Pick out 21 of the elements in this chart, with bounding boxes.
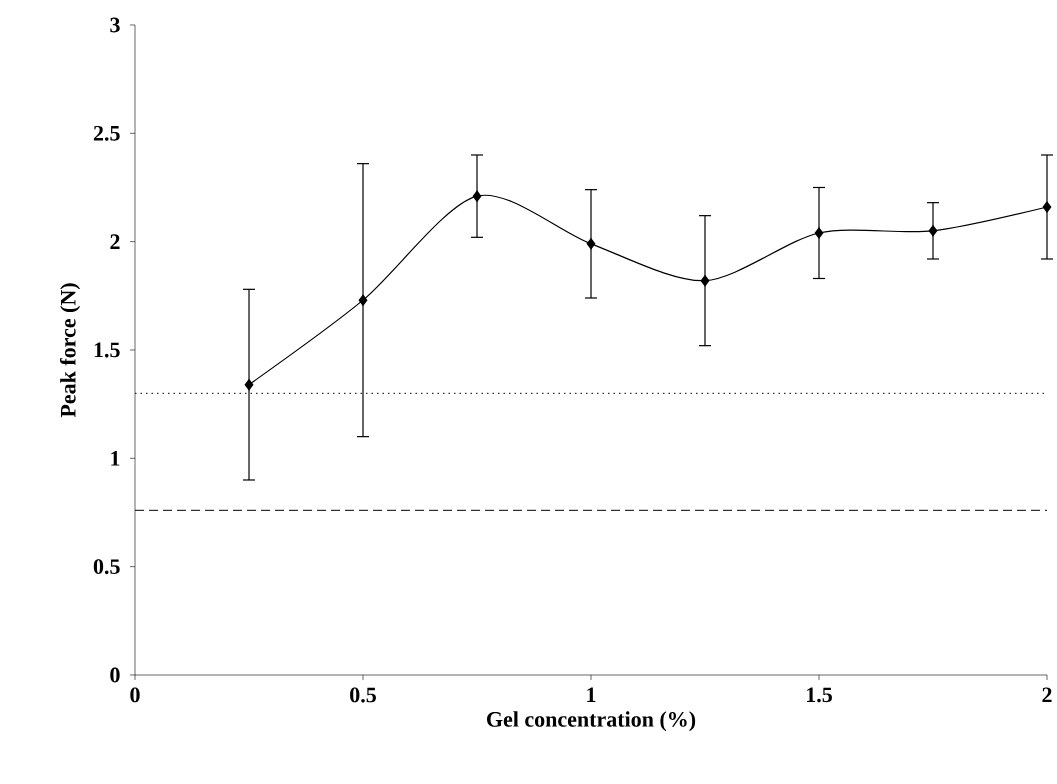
y-tick-label: 1.5 — [94, 342, 120, 358]
y-tick-label: 0 — [110, 667, 120, 683]
x-axis-title: Gel concentration (%) — [487, 711, 696, 732]
point — [586, 238, 596, 250]
y-tick-label: 2.5 — [93, 125, 120, 141]
point — [244, 379, 254, 391]
y-tick-label: 0.5 — [93, 559, 120, 575]
point — [700, 275, 710, 287]
point — [358, 294, 368, 306]
x-tick-label: 0.5 — [350, 687, 376, 703]
point — [472, 190, 482, 202]
y-tick-label: 3 — [110, 17, 120, 33]
x-tick-label: 1.5 — [807, 687, 832, 703]
point — [928, 225, 938, 237]
x-tick-label: 1 — [587, 687, 596, 703]
x-tick-label: 0 — [130, 687, 140, 703]
y-tick-label: 2 — [110, 234, 120, 249]
x-tick-label: 2 — [1042, 687, 1052, 703]
y-axis-title: Peak force (N) — [59, 283, 81, 418]
y-tick-label: 1 — [111, 451, 120, 466]
point — [814, 227, 824, 239]
